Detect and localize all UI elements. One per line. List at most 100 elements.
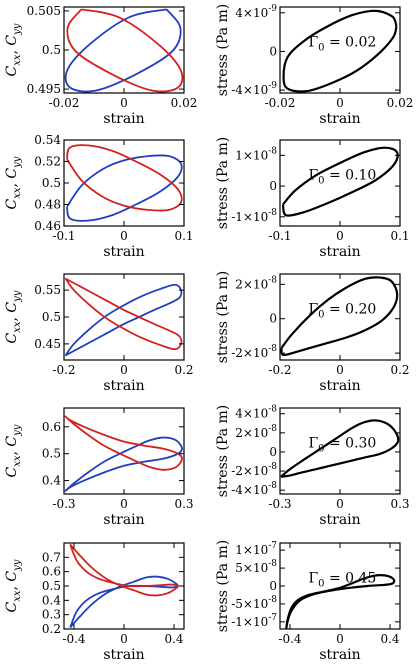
y-tick-label: 4×10-8 bbox=[235, 405, 277, 421]
y-label-subscript: xx bbox=[12, 54, 23, 66]
x-axis-label: strain bbox=[319, 111, 360, 127]
y-axis-label: stress (Pa m) bbox=[215, 405, 231, 497]
panel-cxx-cyy-4: -0.3 0 0.3 strain 0.4 0.5 0.6 Cxx, Cyy bbox=[4, 407, 194, 528]
x-axis-label: strain bbox=[103, 512, 144, 528]
series-line-0 bbox=[64, 8, 182, 93]
gamma-value: = 0.10 bbox=[325, 168, 377, 184]
series-line-1 bbox=[69, 543, 179, 597]
y-tick-label: 1×10-8 bbox=[235, 146, 277, 162]
gamma-annotation: Γ0 = 0.30 bbox=[308, 436, 376, 455]
plot-frame bbox=[63, 139, 185, 227]
y-tick-label: 0.54 bbox=[34, 133, 61, 147]
y-label-subscript: xx bbox=[12, 187, 23, 199]
y-axis-label: stress (Pa m) bbox=[215, 271, 231, 363]
x-tick-label: 0.2 bbox=[174, 363, 193, 377]
y-axis-label: Cxx, Cyy bbox=[4, 559, 23, 612]
y-label-subscript: xx bbox=[12, 455, 23, 467]
y-label-subscript: yy bbox=[12, 424, 23, 437]
x-tick-label: -0.4 bbox=[62, 632, 86, 646]
gamma-subscript: 0 bbox=[318, 176, 324, 187]
y-tick-label: -2×10-8 bbox=[231, 344, 277, 360]
gamma-value: = 0.02 bbox=[325, 35, 377, 51]
gamma-symbol: Γ bbox=[308, 571, 318, 587]
gamma-subscript: 0 bbox=[318, 43, 324, 54]
series-line-0 bbox=[66, 154, 183, 222]
x-tick-label: 0.4 bbox=[380, 632, 399, 646]
y-tick-label: 0.45 bbox=[34, 337, 61, 351]
y-axis-label: Cxx, Cyy bbox=[4, 23, 23, 76]
x-axis-label: strain bbox=[103, 647, 144, 663]
series-line-1 bbox=[64, 277, 183, 351]
x-tick-label: 0 bbox=[120, 497, 128, 511]
x-tick-label: -0.2 bbox=[52, 363, 75, 377]
y-tick-label: 0.495 bbox=[27, 82, 61, 96]
x-axis-label: strain bbox=[103, 111, 144, 127]
panel-cxx-cyy-2: -0.1 0 0.1 strain 0.46 0.48 0.5 0.52 0.54 Cxx, Cy… bbox=[4, 133, 194, 260]
panel-stress-5: -0.4 0 0.4 strain -1×10-7 -5×10-8 0 5×10-8 1×10-… bbox=[215, 540, 401, 663]
y-tick-label: 0 bbox=[269, 445, 277, 459]
series-line-0 bbox=[285, 574, 396, 629]
y-tick-exponent: -7 bbox=[268, 541, 277, 551]
x-tick-label: 0.1 bbox=[174, 229, 193, 243]
y-tick-label: 0 bbox=[269, 179, 277, 193]
gamma-annotation: Γ0 = 0.20 bbox=[308, 302, 376, 321]
y-tick-label: 0.55 bbox=[34, 283, 61, 297]
gamma-subscript: 0 bbox=[318, 579, 324, 590]
y-tick-exponent: -8 bbox=[268, 462, 277, 472]
y-tick-label: 0.5 bbox=[42, 176, 61, 190]
y-tick-label: -5×10-8 bbox=[231, 595, 277, 611]
y-tick-label: 0.5 bbox=[42, 579, 61, 593]
gamma-symbol: Γ bbox=[308, 168, 318, 184]
x-tick-label: -0.02 bbox=[265, 96, 296, 110]
series-line-0 bbox=[64, 436, 183, 493]
series-line-0 bbox=[280, 419, 400, 478]
y-tick-label: 0 bbox=[269, 312, 277, 326]
y-tick-exponent: -8 bbox=[268, 275, 277, 285]
series-line-0 bbox=[282, 9, 398, 93]
gamma-annotation: Γ0 = 0.45 bbox=[308, 571, 376, 590]
y-label-subscript: yy bbox=[12, 23, 23, 36]
gamma-symbol: Γ bbox=[308, 35, 318, 51]
y-tick-label: 4×10-9 bbox=[235, 4, 277, 20]
x-tick-label: -0.1 bbox=[52, 229, 75, 243]
x-tick-label: 0.1 bbox=[390, 229, 409, 243]
y-tick-exponent: -8 bbox=[268, 559, 277, 569]
y-label-subscript: yy bbox=[12, 156, 23, 169]
x-tick-label: -0.3 bbox=[268, 497, 291, 511]
y-tick-label: 2×10-8 bbox=[235, 275, 277, 291]
y-label-symbol: C bbox=[4, 35, 20, 46]
series-line-0 bbox=[281, 146, 399, 217]
series-line-1 bbox=[66, 8, 184, 93]
y-tick-exponent: -7 bbox=[268, 613, 277, 623]
y-tick-label: -4×10-9 bbox=[231, 81, 277, 97]
y-tick-label: 0.4 bbox=[42, 474, 61, 488]
y-axis-label: Cxx, Cyy bbox=[4, 156, 23, 209]
y-axis-label: stress (Pa m) bbox=[215, 540, 231, 632]
y-label-symbol: C bbox=[4, 65, 20, 76]
y-tick-label: 0.505 bbox=[27, 4, 61, 18]
x-tick-label: 0 bbox=[336, 96, 344, 110]
panel-cxx-cyy-3: -0.2 0 0.2 strain 0.45 0.5 0.55 Cxx, Cyy bbox=[4, 273, 194, 394]
y-label-symbol: C bbox=[4, 198, 20, 209]
y-tick-label: 0.3 bbox=[42, 608, 61, 622]
y-tick-label: 0.52 bbox=[34, 155, 61, 169]
y-label-subscript: yy bbox=[12, 559, 23, 572]
y-tick-exponent: -8 bbox=[268, 146, 277, 156]
x-axis-label: strain bbox=[103, 244, 144, 260]
y-axis-label: Cxx, Cyy bbox=[4, 424, 23, 477]
y-tick-label: -1×10-8 bbox=[231, 208, 277, 224]
x-tick-label: 0 bbox=[336, 363, 344, 377]
gamma-symbol: Γ bbox=[308, 302, 318, 318]
y-label-symbol: C bbox=[4, 571, 20, 582]
x-tick-label: -0.02 bbox=[49, 96, 80, 110]
panel-stress-4: -0.3 0 0.3 strain -4×10-8 -2×10-8 0 2×10-8 4×10-… bbox=[215, 405, 410, 528]
x-tick-label: 0.3 bbox=[174, 497, 193, 511]
y-label-subscript: xx bbox=[12, 590, 23, 602]
y-tick-label: 0.46 bbox=[34, 219, 61, 233]
y-axis-label: stress (Pa m) bbox=[215, 4, 231, 96]
x-axis-label: strain bbox=[319, 378, 360, 394]
